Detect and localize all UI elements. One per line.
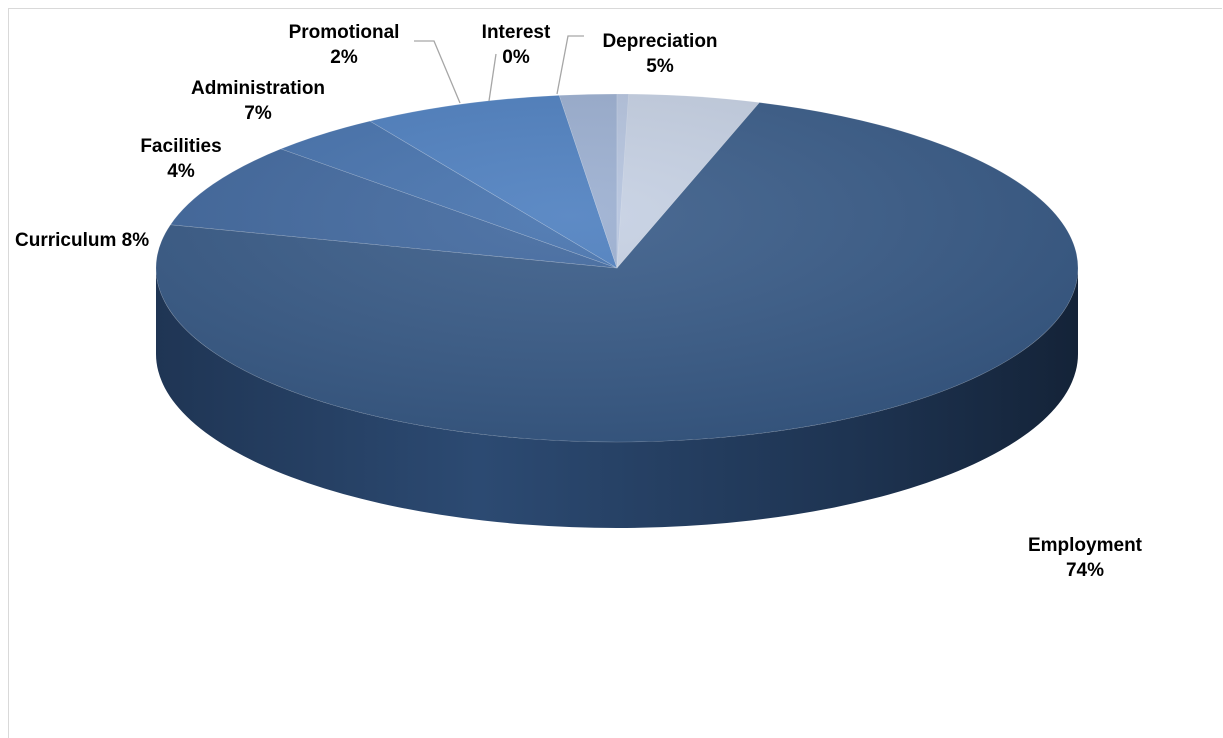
data-label-promotional: Promotional 2% xyxy=(289,22,400,68)
data-label-name: Interest xyxy=(482,22,551,43)
data-label-name: Promotional xyxy=(289,22,400,43)
chart-area xyxy=(8,8,1222,738)
data-label-depreciation: Depreciation 5% xyxy=(602,31,717,77)
data-label-name: Facilities xyxy=(140,136,221,157)
pie-top-shine xyxy=(156,94,1078,442)
leader-line-interest xyxy=(488,53,497,102)
data-label-name: Depreciation xyxy=(602,31,717,52)
data-label-percent: 7% xyxy=(244,103,272,124)
data-label-percent: 5% xyxy=(646,56,674,77)
data-label-employment: Employment 74% xyxy=(1028,535,1143,581)
data-label-percent: 74% xyxy=(1066,560,1104,581)
pie-side-wall xyxy=(156,268,1078,528)
data-label-curriculum: Curriculum 8% xyxy=(15,230,149,251)
data-label-administration: Administration 7% xyxy=(191,78,325,124)
data-label-percent: 4% xyxy=(167,161,195,182)
data-label-percent: 0% xyxy=(502,47,530,68)
leader-line-depreciation xyxy=(556,35,584,95)
data-label-facilities: Facilities 4% xyxy=(140,136,221,182)
data-label-name: Curriculum 8% xyxy=(15,230,149,251)
data-label-name: Employment xyxy=(1028,535,1143,556)
leader-line-promotional xyxy=(414,40,461,104)
data-label-name: Administration xyxy=(191,78,325,99)
data-label-percent: 2% xyxy=(330,47,358,68)
data-label-interest: Interest 0% xyxy=(482,22,551,68)
